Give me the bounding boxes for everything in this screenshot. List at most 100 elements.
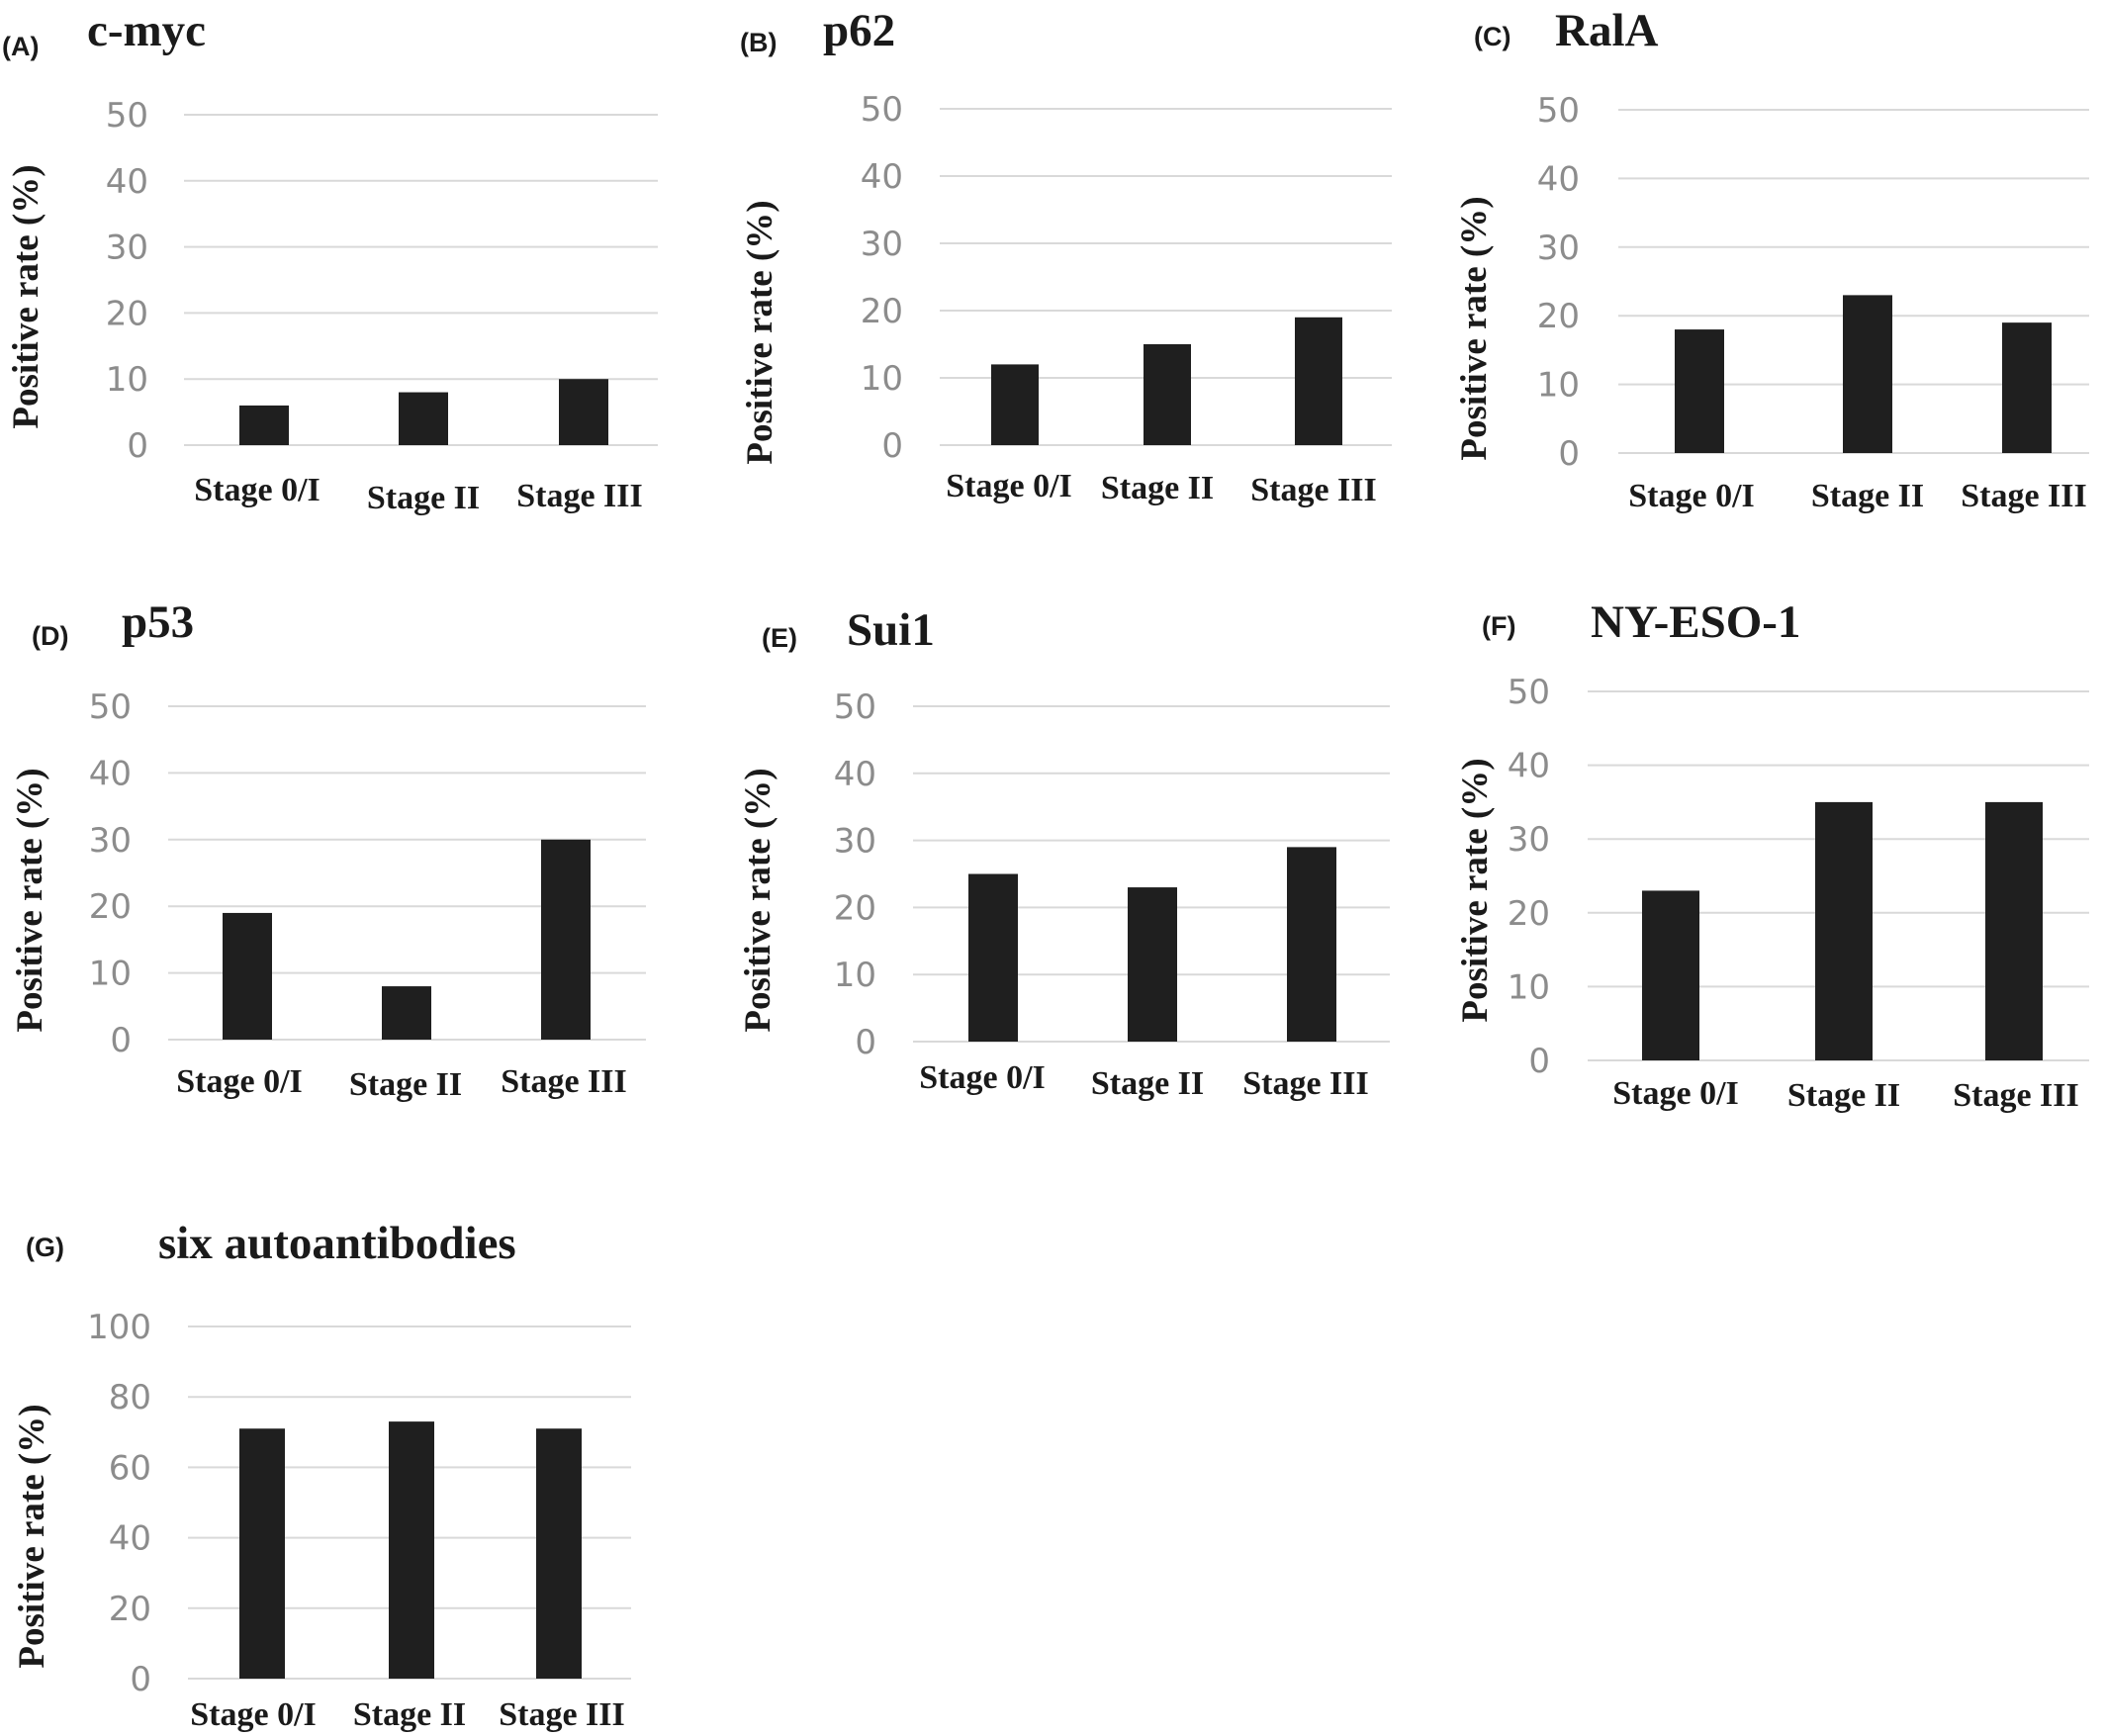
y-tick-label: 80	[109, 1378, 151, 1417]
chart-title: six autoantibodies	[158, 1218, 516, 1269]
y-tick-label: 20	[1537, 297, 1580, 336]
bar-3	[541, 839, 591, 1040]
y-tick-label: 20	[861, 292, 903, 331]
y-tick-label: 50	[834, 687, 876, 727]
bar-1	[239, 405, 289, 445]
y-tick-label: 0	[881, 426, 903, 466]
bar-2	[1128, 887, 1177, 1042]
x-tick-label: Stage II	[1101, 470, 1214, 506]
bar-1	[968, 873, 1018, 1042]
panel-letter: (A)	[2, 32, 39, 61]
bar-3	[1287, 847, 1336, 1042]
y-tick-label: 10	[861, 359, 903, 399]
x-tick-label: Stage 0/I	[190, 1696, 317, 1733]
y-tick-label: 40	[109, 1519, 151, 1559]
y-tick-label: 0	[130, 1660, 151, 1699]
bar-3	[536, 1428, 582, 1679]
panel-letter: (D)	[32, 621, 68, 651]
y-tick-label: 20	[1508, 894, 1550, 934]
y-tick-label: 0	[1558, 434, 1580, 474]
y-axis-label: Positive rate (%)	[738, 768, 778, 1032]
bar-2	[389, 1421, 434, 1679]
x-tick-label: Stage 0/I	[1628, 478, 1755, 514]
y-tick-label: 30	[1508, 820, 1550, 860]
x-tick-label: Stage III	[1242, 1065, 1369, 1102]
bar-3	[1985, 801, 2043, 1060]
bar-1	[991, 364, 1039, 445]
chart-panel-d: (D) p53 Positive rate (%) 0 10 20 30 40 50 Stage …	[10, 596, 646, 1103]
bar-2	[382, 986, 431, 1040]
bar-1	[239, 1428, 285, 1679]
y-tick-label: 10	[834, 956, 876, 995]
y-tick-label: 20	[834, 888, 876, 928]
y-tick-label: 20	[109, 1590, 151, 1629]
bar-2	[1144, 344, 1191, 445]
y-tick-label: 10	[106, 360, 148, 400]
panel-letter: (B)	[740, 28, 777, 57]
y-tick-label: 30	[1537, 228, 1580, 268]
bar-2	[399, 392, 448, 445]
y-axis-label: Positive rate (%)	[12, 1404, 52, 1668]
y-axis-label: Positive rate (%)	[740, 200, 780, 464]
chart-panel-e: (E) Sui1 Positive rate (%) 0 10 20 30 40 50 Stage…	[738, 604, 1390, 1102]
y-tick-label: 30	[89, 821, 132, 861]
y-tick-label: 40	[1537, 159, 1580, 199]
chart-panel-f: (F) NY-ESO-1 Positive rate (%) 0 10 20 30 40 50 S…	[1455, 596, 2089, 1114]
x-tick-label: Stage II	[349, 1066, 462, 1103]
x-tick-label: Stage III	[1953, 1077, 2079, 1114]
y-tick-label: 30	[834, 822, 876, 862]
bar-1	[223, 912, 272, 1040]
x-tick-label: Stage 0/I	[946, 468, 1072, 504]
x-tick-label: Stage 0/I	[1612, 1075, 1739, 1112]
y-tick-label: 50	[861, 90, 903, 130]
x-tick-label: Stage 0/I	[176, 1063, 303, 1100]
bar-1	[1675, 329, 1724, 453]
y-tick-label: 0	[1528, 1042, 1550, 1081]
chart-title: Sui1	[847, 604, 935, 656]
y-tick-label: 0	[110, 1021, 132, 1060]
y-axis-label: Positive rate (%)	[10, 768, 50, 1032]
bar-2	[1815, 801, 1873, 1060]
y-axis-label: Positive rate (%)	[6, 164, 46, 428]
chart-panel-a: (A) c-myc Positive rate (%) 0 10 20 30 40 50 Stag…	[2, 5, 658, 516]
y-tick-label: 40	[1508, 747, 1550, 786]
y-axis-label: Positive rate (%)	[1455, 758, 1496, 1022]
y-tick-label: 40	[861, 157, 903, 197]
bar-2	[1843, 295, 1892, 453]
chart-title: c-myc	[87, 5, 206, 56]
chart-title: NY-ESO-1	[1591, 596, 1800, 648]
x-tick-label: Stage III	[501, 1063, 627, 1100]
chart-title: RalA	[1555, 5, 1659, 56]
y-tick-label: 50	[1508, 673, 1550, 712]
x-tick-label: Stage III	[1250, 472, 1377, 508]
chart-title: p62	[823, 5, 895, 56]
y-tick-label: 10	[89, 955, 132, 994]
y-tick-label: 0	[855, 1023, 876, 1062]
chart-panel-c: (C) RalA Positive rate (%) 0 10 20 30 40 50 Stage…	[1454, 5, 2089, 514]
bar-3	[1295, 317, 1342, 445]
y-tick-label: 40	[89, 754, 132, 793]
x-tick-label: Stage II	[1091, 1065, 1204, 1102]
y-tick-label: 40	[834, 755, 876, 794]
y-axis-label: Positive rate (%)	[1454, 196, 1495, 460]
y-tick-label: 10	[1508, 967, 1550, 1007]
bar-3	[559, 379, 608, 445]
y-tick-label: 50	[89, 687, 132, 727]
y-tick-label: 40	[106, 162, 148, 202]
y-tick-label: 20	[89, 887, 132, 927]
bar-3	[2002, 322, 2052, 453]
chart-panel-b: (B) p62 Positive rate (%) 0 10 20 30 40 50 Stage …	[740, 5, 1392, 508]
panel-letter: (E)	[762, 623, 797, 653]
y-tick-label: 0	[127, 426, 148, 466]
x-tick-label: Stage II	[353, 1696, 466, 1733]
x-tick-label: Stage 0/I	[194, 472, 320, 508]
y-tick-label: 30	[106, 228, 148, 268]
y-tick-label: 60	[109, 1448, 151, 1488]
panel-letter: (C)	[1474, 22, 1510, 51]
y-tick-label: 50	[1537, 91, 1580, 131]
x-tick-label: Stage III	[1961, 478, 2087, 514]
panel-letter: (G)	[26, 1233, 64, 1262]
y-tick-label: 20	[106, 294, 148, 333]
x-tick-label: Stage II	[1811, 478, 1924, 514]
